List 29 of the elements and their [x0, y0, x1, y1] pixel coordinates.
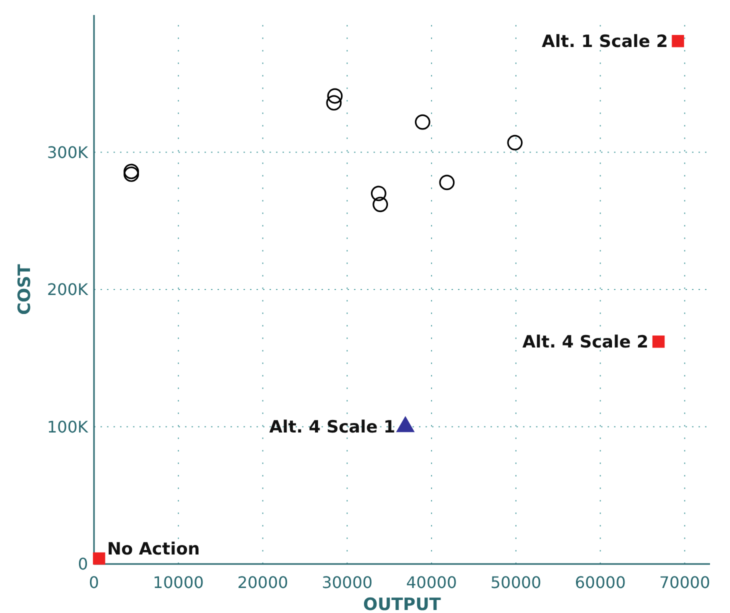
y-axis-title: COST	[15, 264, 35, 315]
point	[370, 186, 386, 202]
annotation: Alt. 1 Scale 2	[542, 32, 668, 52]
y-tick-label: 100K	[46, 417, 89, 436]
x-tick-label: 10000	[152, 573, 204, 592]
point	[92, 552, 106, 565]
point	[327, 88, 343, 104]
x-axis-title: OUTPUT	[363, 595, 442, 613]
point	[414, 114, 430, 130]
y-tick-label: 300K	[46, 142, 89, 162]
x-tick-label: 50000	[490, 573, 542, 592]
x-tick-label: 20000	[237, 573, 288, 592]
annotation: Alt. 4 Scale 1	[269, 418, 396, 438]
point	[124, 164, 140, 180]
x-tick-label: 70000	[659, 573, 710, 592]
point	[326, 95, 342, 111]
x-tick-label: 60000	[574, 573, 626, 592]
point	[507, 134, 523, 150]
annotation: Alt. 4 Scale 2	[522, 332, 649, 353]
point	[652, 336, 665, 348]
point	[672, 34, 684, 48]
y-tick-label: 0	[78, 554, 88, 574]
point	[124, 166, 140, 182]
x-tick-label: 40000	[406, 573, 457, 592]
x-tick-label: 30000	[322, 573, 373, 592]
point	[372, 196, 388, 212]
point	[439, 174, 455, 190]
annotation: No Action	[107, 539, 200, 560]
y-tick-label: 200K	[46, 280, 89, 300]
